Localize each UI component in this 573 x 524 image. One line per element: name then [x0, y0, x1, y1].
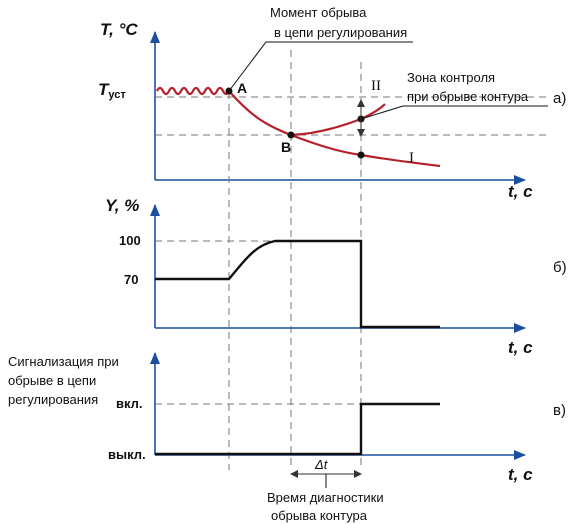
- alarm-x-title: t, c: [508, 465, 533, 484]
- curve-ii-label: II: [371, 78, 381, 94]
- tick-70: 70: [124, 272, 138, 287]
- alarm-side-line2: обрыве в цепи: [8, 373, 96, 388]
- alarm-side-line3: регулирования: [8, 392, 98, 407]
- break-callout-line1: Момент обрыва: [270, 5, 367, 20]
- zone-callout-leader: [360, 105, 548, 120]
- point-b-label: B: [281, 139, 291, 155]
- tick-on: вкл.: [116, 396, 143, 411]
- panel-label-v: в): [553, 402, 566, 419]
- output-signal: [155, 239, 440, 329]
- output-y-title: Y, %: [105, 196, 139, 215]
- temperature-chart: T, °C t, c Tуст A B I II Момент обрыва в…: [98, 5, 566, 470]
- point-b-marker: [287, 131, 295, 139]
- panel-label-b: б): [553, 259, 567, 276]
- temperature-y-title: T, °C: [100, 20, 138, 39]
- caption-line2: обрыва контура: [271, 508, 368, 523]
- setpoint-label: Tуст: [98, 80, 126, 101]
- alarm-side-line1: Сигнализация при: [8, 354, 119, 369]
- curve-i: [228, 90, 441, 168]
- break-callout-line2: в цепи регулирования: [274, 25, 407, 40]
- tick-100: 100: [119, 233, 141, 248]
- zone-callout-line1: Зона контроля: [407, 70, 495, 85]
- temperature-x-title: t, c: [508, 182, 533, 201]
- zone-callout-line2: при обрыве контура: [407, 89, 529, 104]
- alarm-signal: [155, 402, 440, 456]
- panel-label-a: а): [553, 90, 566, 107]
- break-callout-leader: [228, 41, 413, 92]
- curve-ii: [290, 103, 386, 137]
- curve-i-label: I: [409, 150, 414, 166]
- delta-label: Δt: [314, 457, 329, 472]
- tick-off: выкл.: [108, 447, 146, 462]
- caption-line1: Время диагностики: [267, 490, 384, 505]
- output-x-title: t, c: [508, 338, 533, 357]
- zone-lower-marker: [357, 151, 365, 159]
- output-chart: Y, % t, c 100 70 б): [105, 196, 567, 357]
- setpoint-oscillation: [156, 86, 230, 96]
- point-a-label: A: [237, 80, 247, 96]
- alarm-chart: Сигнализация при обрыве в цепи регулиров…: [8, 352, 566, 523]
